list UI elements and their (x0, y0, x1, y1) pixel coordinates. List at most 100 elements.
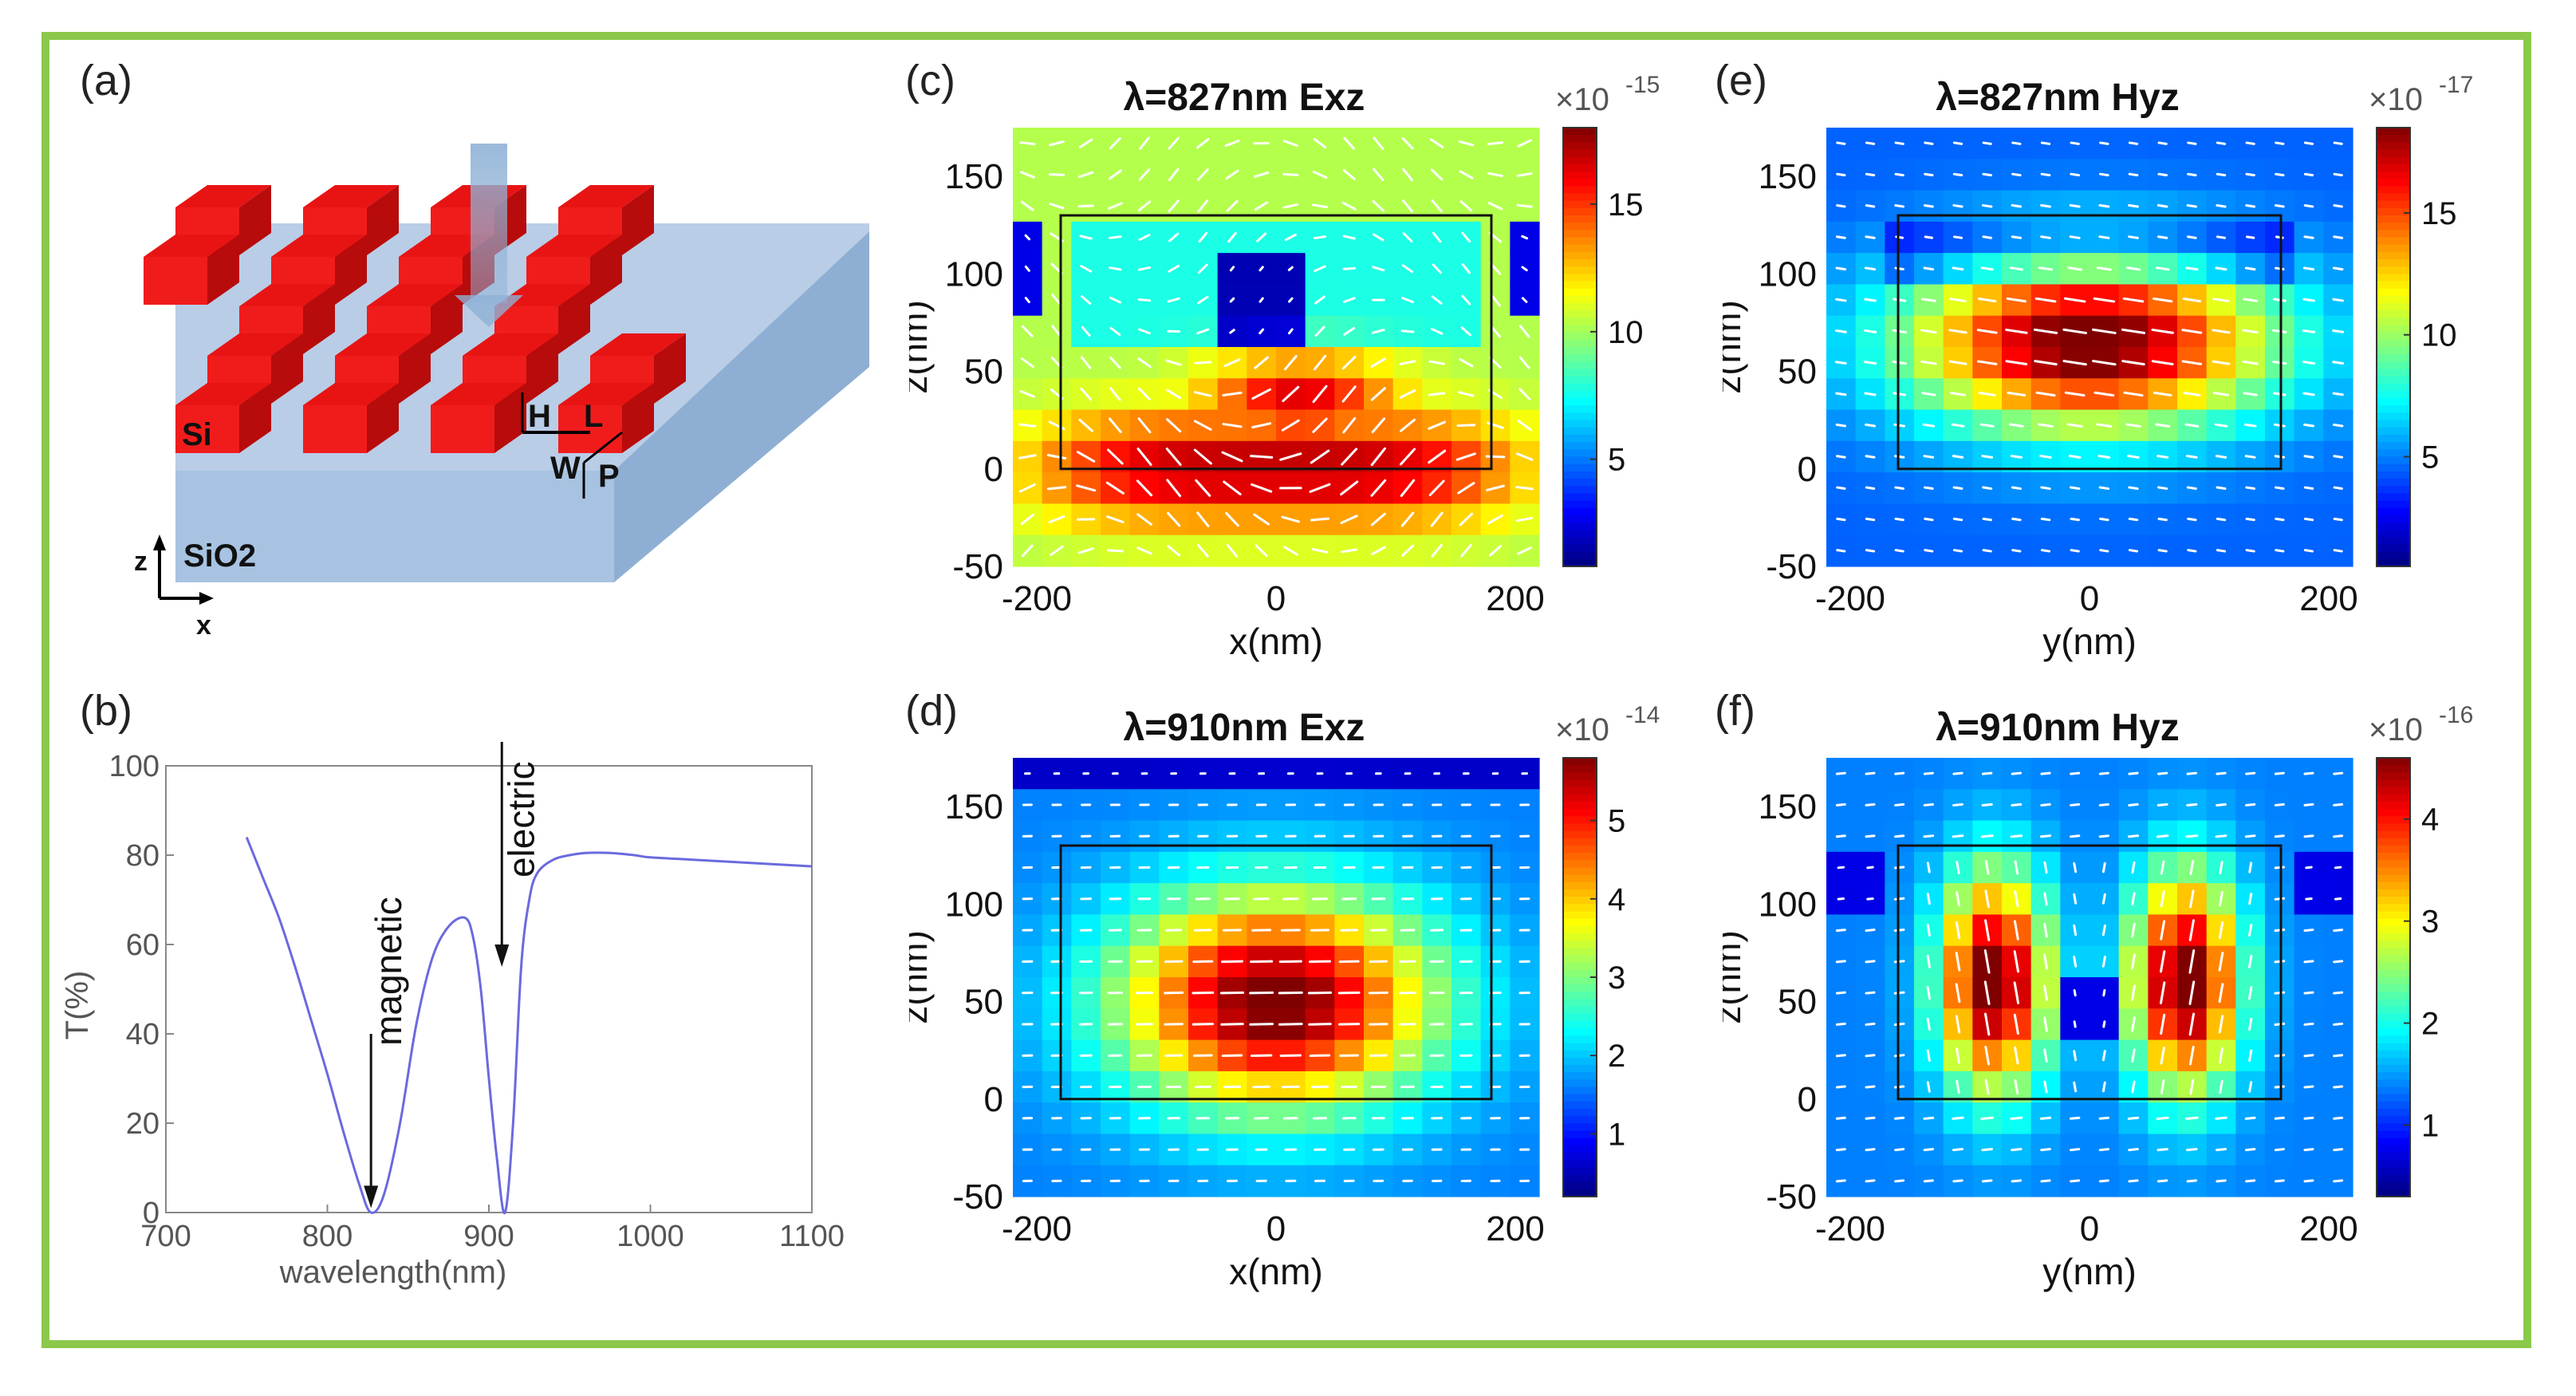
colorbar-segment (2377, 332, 2410, 341)
colorbar-segment (2377, 544, 2410, 553)
colorbar-segment (1563, 941, 1597, 948)
colorbar-segment (1563, 179, 1597, 187)
heatmap-field-arrow (2216, 203, 2227, 208)
heatmap-field-arrow (1487, 141, 1504, 146)
colorbar-segment (1563, 925, 1597, 934)
colorbar-segment (2377, 1167, 2410, 1176)
heatmap-xlabel: y(nm) (2042, 621, 2137, 662)
heatmap-ylabel: z(nm) (909, 930, 935, 1024)
heatmap-field-arrow (1835, 423, 1847, 428)
heatmap-field-arrow (2101, 1050, 2106, 1062)
colorbar-segment (2377, 838, 2410, 846)
heatmap-field-arrow (1370, 546, 1386, 556)
heatmap-field-arrow (2275, 266, 2285, 271)
heatmap-field-arrow (1341, 385, 1357, 403)
heatmap-field-arrow (1865, 235, 1876, 239)
colorbar-segment (1563, 420, 1597, 428)
heatmap-field-arrow (2302, 329, 2316, 333)
heatmap-field-arrow (1401, 136, 1414, 150)
heatmap-xtick-label: -200 (1815, 579, 1885, 618)
heatmap-field-arrow (1923, 803, 1934, 806)
chart-b-magnetic-arrowhead (364, 1185, 379, 1209)
heatmap-field-arrow (2010, 834, 2023, 838)
heatmap-field-arrow (2305, 897, 2313, 901)
heatmap-field-arrow (2014, 860, 2019, 875)
heatmap-field-arrow (1370, 479, 1387, 497)
heatmap-field-arrow (2131, 953, 2136, 970)
heatmap-field-arrow (2332, 266, 2344, 271)
heatmap-field-arrow (1402, 232, 1413, 243)
heatmap-field-arrow (1137, 298, 1152, 302)
heatmap-xtick-label: 200 (2299, 579, 2357, 618)
heatmap-scale-exponent: -14 (1625, 702, 1660, 728)
heatmap-field-arrow (1287, 328, 1294, 335)
colorbar-segment (1563, 149, 1597, 158)
colorbar-segment (2377, 427, 2410, 436)
heatmap-field-arrow (1923, 771, 1934, 775)
heatmap-ytick-label: 100 (945, 885, 1003, 924)
colorbar-segment (2377, 889, 2410, 897)
heatmap-field-arrow (1080, 265, 1093, 273)
colorbar-segment (2377, 383, 2410, 392)
chart-b-ytick-label: 40 (126, 1018, 160, 1051)
colorbar-segment (2377, 186, 2410, 195)
heatmap-field-arrow (2303, 1085, 2314, 1089)
heatmap-field-arrow (2062, 360, 2087, 366)
heatmap-field-arrow (2303, 834, 2314, 838)
heatmap-ytick-label: -50 (952, 547, 1003, 586)
heatmap-ytick-label: 0 (984, 1080, 1003, 1119)
heatmap-xlabel: x(nm) (1229, 1251, 1323, 1292)
heatmap-field-arrow (2160, 860, 2165, 875)
heatmap-field-arrow (2186, 235, 2197, 239)
colorbar-segment (2377, 442, 2410, 450)
heatmap-xtick-label: 0 (2080, 1209, 2099, 1248)
colorbar-segment (2377, 530, 2410, 538)
heatmap-field-arrow (2039, 455, 2052, 459)
heatmap-field-arrow (1979, 423, 1995, 428)
heatmap-field-arrow (1193, 448, 1212, 465)
heatmap-field-arrow (2303, 203, 2314, 208)
dim-l-label: L (584, 399, 603, 434)
heatmap-field-arrow (2043, 861, 2048, 874)
heatmap-field-arrow (1342, 235, 1356, 240)
colorbar-segment (1563, 1035, 1597, 1044)
heatmap-field-arrow (2333, 929, 2344, 933)
chart-b-plot-area (165, 765, 813, 1213)
heatmap-field-arrow (1310, 517, 1330, 522)
colorbar-segment (1563, 1123, 1597, 1132)
heatmap-field-arrow (1952, 549, 1964, 553)
heatmap-field-arrow (1226, 543, 1239, 558)
colorbar-segment (1563, 779, 1597, 788)
colorbar-segment (2377, 1109, 2410, 1117)
heatmap-ytick-label: -50 (952, 1177, 1003, 1217)
heatmap-field-arrow (1400, 511, 1415, 527)
heatmap-field-arrow (1430, 327, 1444, 335)
colorbar-segment (1563, 435, 1597, 443)
heatmap-field-arrow (1926, 923, 1931, 937)
panel-f-heatmap: λ=910nm Hyz ×10 -16 -200 0 200 150 100 50 0 -50 y(n… (1723, 702, 2473, 1292)
heatmap-field-arrow (2334, 866, 2342, 870)
heatmap-field-arrow (1258, 297, 1264, 303)
colorbar-segment (1563, 288, 1597, 297)
colorbar-segment (2377, 1130, 2410, 1139)
heatmap-field-arrow (2013, 920, 2019, 941)
colorbar-segment (1563, 948, 1597, 956)
heatmap-field-arrow (2212, 298, 2230, 302)
colorbar-segment (2377, 772, 2410, 781)
heatmap-field-arrow (2181, 329, 2203, 334)
heatmap-field-arrow (2043, 1080, 2048, 1094)
si-cube-front (175, 405, 239, 453)
heatmap-field-arrow (1343, 326, 1356, 336)
heatmap-field-arrow (1024, 265, 1030, 272)
heatmap-field-arrow (1865, 549, 1876, 553)
heatmap-scale-exponent: -16 (2439, 702, 2473, 728)
heatmap-field-arrow (2303, 423, 2314, 428)
heatmap-field-arrow (2101, 893, 2106, 905)
heatmap-xlabel: x(nm) (1229, 621, 1323, 662)
chart-b-electric-label: electric (500, 761, 542, 877)
heatmap-field-arrow (2043, 953, 2048, 970)
si-cube-front (558, 405, 622, 453)
colorbar-segment (1563, 838, 1597, 846)
heatmap-field-arrow (1251, 422, 1272, 429)
heatmap-field-arrow (1923, 834, 1935, 838)
